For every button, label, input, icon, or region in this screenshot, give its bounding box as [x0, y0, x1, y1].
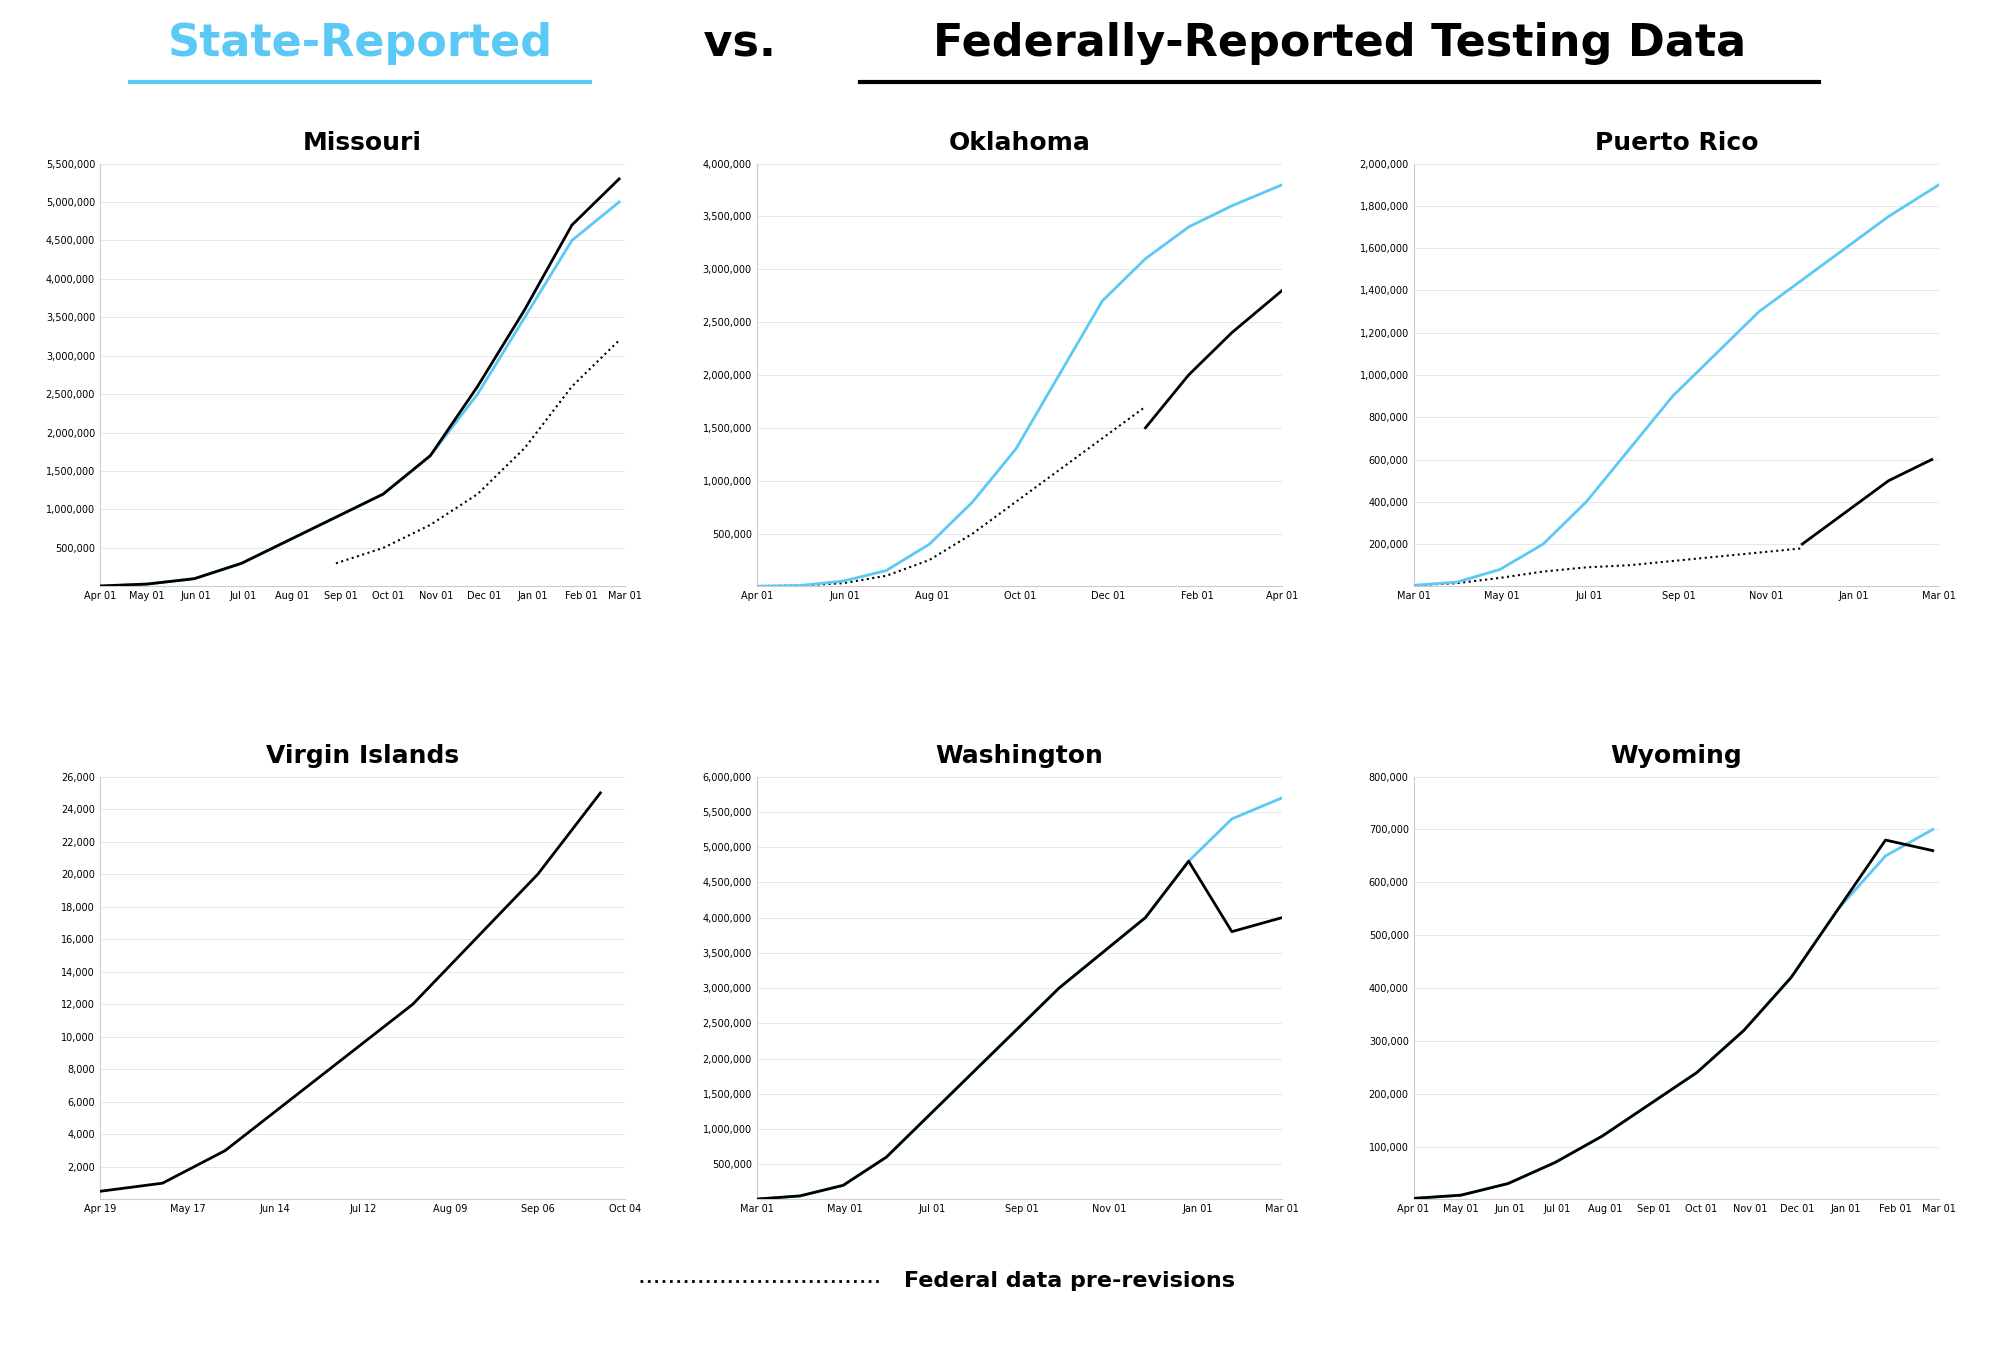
Text: vs.: vs.: [687, 22, 791, 65]
Title: Wyoming: Wyoming: [1610, 744, 1742, 767]
Title: Puerto Rico: Puerto Rico: [1594, 131, 1756, 154]
Title: Oklahoma: Oklahoma: [949, 131, 1089, 154]
Title: Missouri: Missouri: [304, 131, 422, 154]
Text: Federally-Reported Testing Data: Federally-Reported Testing Data: [933, 22, 1744, 65]
Text: Federal data pre-revisions: Federal data pre-revisions: [903, 1272, 1235, 1291]
Text: State-Reported: State-Reported: [168, 22, 551, 65]
Title: Virgin Islands: Virgin Islands: [266, 744, 460, 767]
Title: Washington: Washington: [935, 744, 1103, 767]
